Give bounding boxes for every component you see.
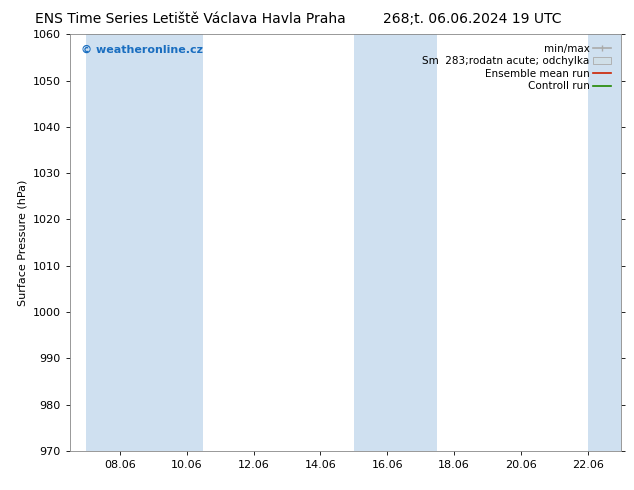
Bar (588, 34, 621, 451)
Bar (354, 34, 404, 451)
Legend: min/max, Sm  283;rodatn acute; odchylka, Ensemble mean run, Controll run: min/max, Sm 283;rodatn acute; odchylka, … (420, 42, 613, 94)
Bar (86, 34, 170, 451)
Text: © weatheronline.cz: © weatheronline.cz (81, 45, 203, 55)
Bar (404, 34, 437, 451)
Y-axis label: Surface Pressure (hPa): Surface Pressure (hPa) (17, 179, 27, 306)
Text: ENS Time Series Letiště Václava Havla Praha: ENS Time Series Letiště Václava Havla Pr… (35, 12, 346, 26)
Text: 268;t. 06.06.2024 19 UTC: 268;t. 06.06.2024 19 UTC (383, 12, 562, 26)
Bar (170, 34, 204, 451)
